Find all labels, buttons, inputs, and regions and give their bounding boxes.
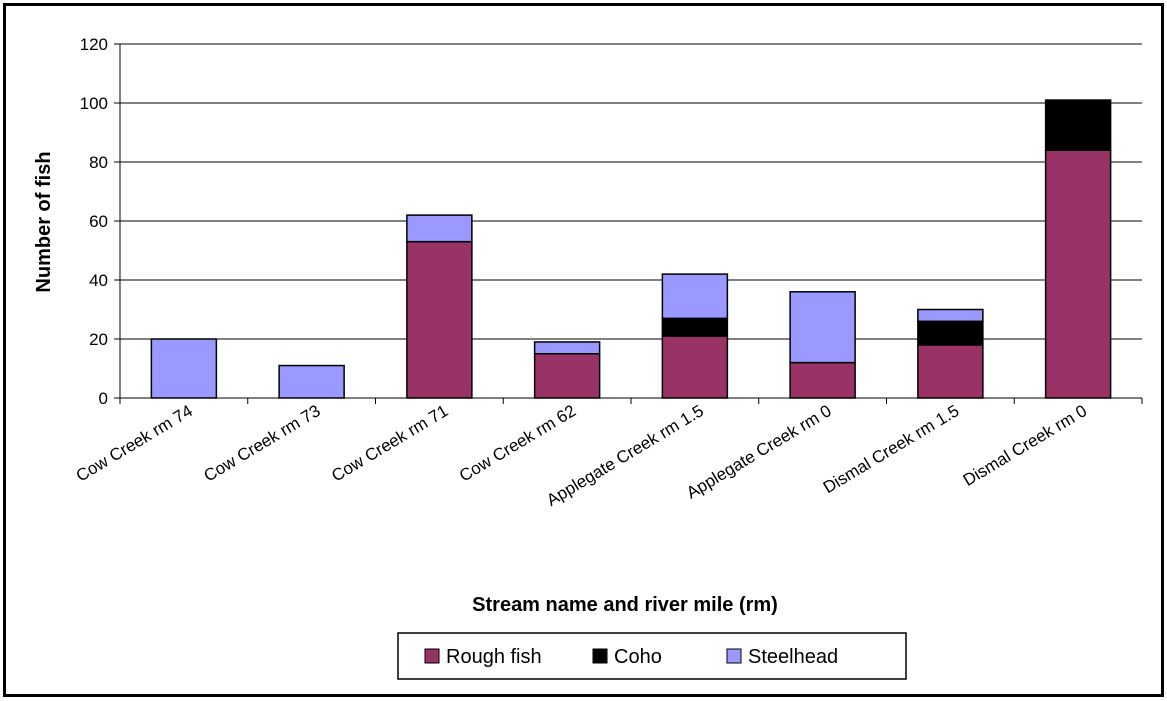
bar-segment-rough-fish: [406, 240, 473, 399]
bar-segment-rough-fish: [917, 344, 984, 399]
gridlines: [120, 43, 1142, 340]
bar-segment-rough-fish: [533, 353, 601, 399]
x-tick-label: Cow Creek rm 74: [73, 401, 196, 485]
x-tick-label: Cow Creek rm 71: [328, 401, 451, 485]
x-tick-label: Dismal Creek rm 0: [960, 401, 1090, 490]
y-tick-label: 80: [89, 153, 108, 172]
y-tick-labels: 0 20 40 60 80 100 120: [80, 35, 108, 408]
bar-segment-coho: [917, 320, 984, 346]
bars: [150, 99, 1112, 399]
bar-segment-rough-fish: [789, 361, 856, 399]
bar-segment-rough-fish: [1044, 149, 1112, 399]
y-tick-label: 0: [99, 389, 108, 408]
y-tick-label: 20: [89, 330, 108, 349]
bar-segment-steelhead: [406, 214, 473, 243]
bar-segment-steelhead: [917, 308, 984, 323]
axes: [114, 43, 1143, 404]
bar-segment-rough-fish: [661, 335, 729, 399]
legend-swatch: [424, 648, 440, 664]
legend-label: Coho: [614, 646, 662, 668]
legend-label: Rough fish: [446, 646, 542, 668]
x-tick-label: Cow Creek rm 62: [456, 401, 579, 485]
bar-segment-steelhead: [789, 291, 856, 364]
bar-segment-steelhead: [150, 338, 218, 399]
legend-swatch: [592, 648, 608, 664]
x-axis-title: Stream name and river mile (rm): [472, 594, 778, 616]
bar-segment-coho: [1044, 99, 1112, 151]
legend-swatch: [726, 648, 742, 664]
bar-segment-steelhead: [661, 273, 729, 320]
y-tick-label: 60: [89, 212, 108, 231]
y-tick-label: 100: [80, 94, 108, 113]
y-tick-label: 120: [80, 35, 108, 54]
x-tick-labels: Cow Creek rm 74 Cow Creek rm 73 Cow Creek …: [73, 401, 1090, 510]
x-tick-label: Dismal Creek rm 1.5: [820, 401, 963, 497]
bar-segment-steelhead: [278, 364, 345, 399]
y-axis-title: Number of fish: [33, 151, 55, 292]
legend-box: [397, 632, 907, 680]
legend: Rough fish Coho Steelhead: [397, 632, 907, 680]
x-tick-label: Cow Creek rm 73: [201, 401, 324, 485]
y-tick-label: 40: [89, 271, 108, 290]
legend-label: Steelhead: [748, 646, 838, 668]
bar-segment-steelhead: [533, 341, 601, 355]
bar-segment-coho: [661, 317, 729, 337]
